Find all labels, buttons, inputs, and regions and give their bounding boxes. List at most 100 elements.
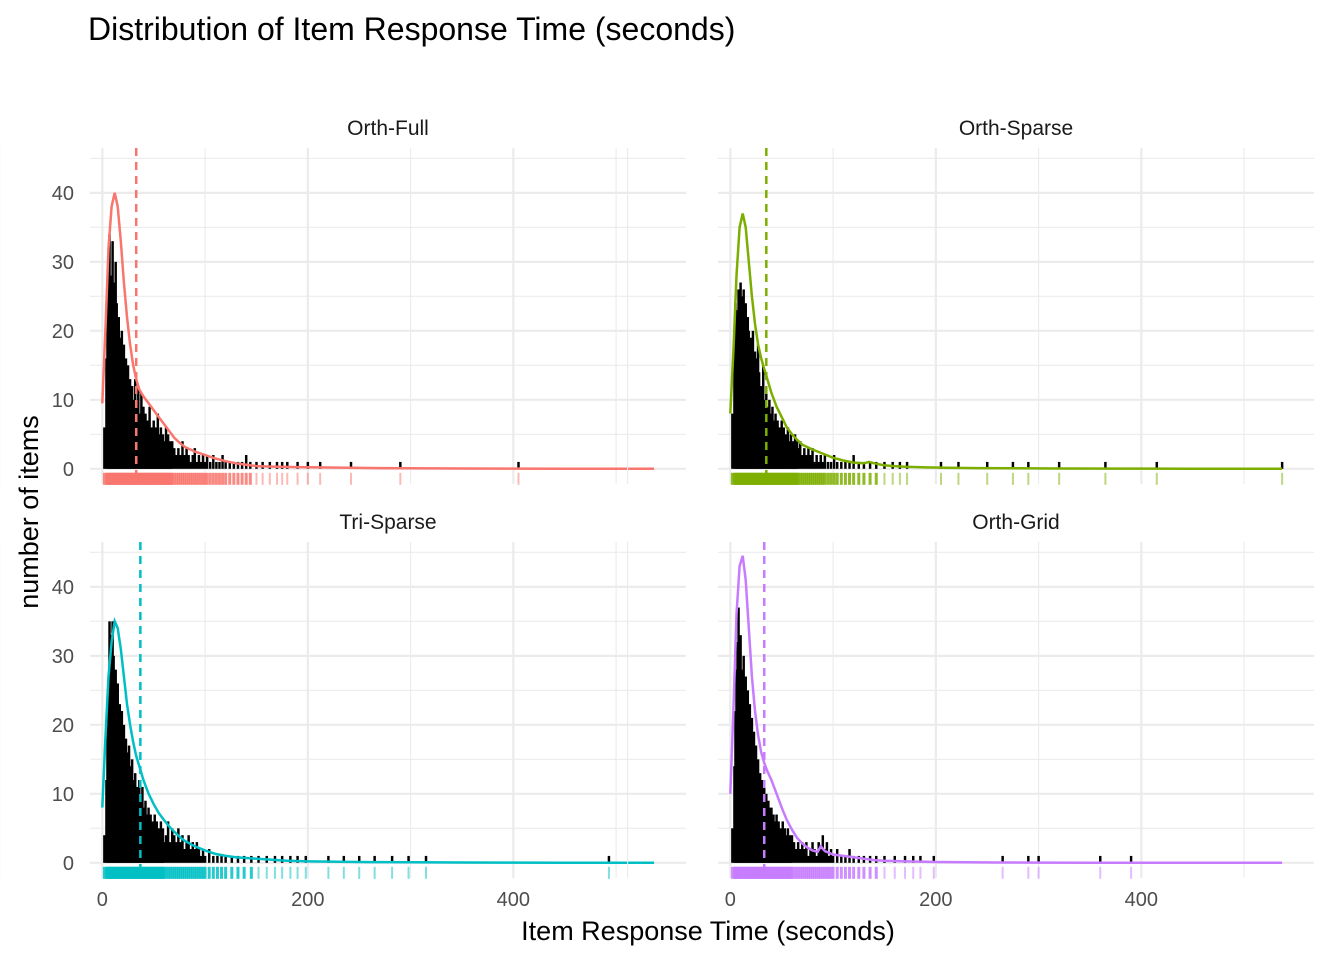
histogram-bar (185, 842, 188, 863)
x-tick-label: 0 (725, 889, 736, 911)
histogram-bar (286, 461, 289, 469)
histogram-bar (883, 855, 886, 863)
histogram-bar (390, 855, 394, 863)
histogram-bar (189, 849, 192, 863)
histogram-bar (193, 448, 197, 469)
histogram-bar (175, 455, 178, 469)
histogram-bar (817, 461, 820, 469)
histogram-bar (1155, 461, 1159, 469)
histogram-bar (357, 855, 361, 863)
histogram-bar (801, 455, 804, 469)
histogram-bar (407, 855, 410, 863)
histogram-bar (798, 849, 802, 863)
histogram-bar (1057, 461, 1061, 469)
histogram-bar (201, 849, 205, 863)
histogram-bar (289, 855, 292, 863)
histogram-bar (819, 455, 822, 469)
histogram-bar (187, 835, 190, 863)
histogram-bar (327, 855, 330, 863)
histogram-bar (373, 855, 376, 863)
histogram-bar (731, 828, 734, 863)
histogram-bar (1099, 855, 1102, 863)
histogram-bar (199, 855, 203, 863)
histogram-bar (349, 461, 353, 469)
histogram-bar (844, 855, 847, 863)
histogram-bar (181, 835, 184, 863)
histogram-bar (807, 448, 810, 469)
histogram-bar (798, 441, 802, 469)
histogram-bar (1027, 461, 1030, 469)
histogram-bar (195, 842, 199, 863)
histogram-bar (1037, 855, 1040, 863)
histogram-bar (212, 455, 215, 469)
histogram-bar (803, 448, 806, 469)
histogram-bar (840, 855, 843, 863)
histogram-bar (827, 855, 831, 863)
histogram-bar (912, 855, 915, 863)
histogram-bar (932, 855, 936, 863)
histogram-bar (177, 828, 180, 863)
histogram-bar (181, 441, 184, 469)
histogram-bar (318, 461, 322, 469)
facet-panel-orth-full: Orth-Full 0 10 20 30 40 (0, 117, 686, 485)
x-tick-label: 200 (919, 889, 952, 911)
histogram-bar (796, 448, 800, 469)
histogram-bar (829, 461, 833, 469)
y-tick-label: 20 (52, 321, 74, 343)
histogram-bar (823, 455, 827, 469)
histogram-bar (208, 461, 212, 469)
histogram-bar (342, 855, 346, 863)
histogram-bar (296, 461, 299, 469)
y-tick-label: 0 (63, 853, 74, 875)
facet-strip-label: Orth-Grid (972, 511, 1060, 534)
histogram-bar (170, 828, 174, 863)
histogram-bar (242, 855, 246, 863)
histogram-bar (826, 461, 830, 469)
histogram-bar (807, 855, 810, 863)
histogram-bar (840, 461, 843, 469)
histogram-bar (191, 842, 194, 863)
histogram-bar (230, 855, 234, 863)
histogram-bar (203, 461, 207, 469)
histogram-bar (228, 461, 231, 469)
histogram-bar (201, 455, 205, 469)
y-tick-label: 40 (52, 183, 74, 205)
histogram-bar (236, 461, 240, 469)
histogram-bar (939, 461, 943, 469)
histogram-bar (857, 461, 861, 469)
histogram-bar (815, 855, 818, 863)
histogram-bar (197, 455, 201, 469)
histogram-bar (232, 461, 236, 469)
histogram-bar (189, 461, 192, 469)
histogram-bar (195, 461, 199, 469)
y-tick-label: 40 (52, 577, 74, 599)
histogram-bar (177, 448, 180, 469)
histogram-bar (793, 434, 797, 469)
histogram-bar (803, 849, 806, 863)
histogram-bar (829, 849, 833, 863)
histogram-bar (862, 461, 866, 469)
histogram-bar (221, 455, 224, 469)
histogram-bar (199, 461, 203, 469)
histogram-bar (203, 855, 207, 863)
histogram-bar (306, 461, 310, 469)
histogram-bar (957, 461, 960, 469)
histogram-bar (809, 455, 812, 469)
histogram-bar (220, 855, 223, 863)
histogram-bar (607, 855, 611, 863)
histogram-bar (831, 855, 835, 863)
facet-panels: Orth-Full 0 10 20 30 40 Orth-Sparse Tri-Sparse 0… (0, 117, 1314, 911)
histogram-bar (832, 455, 836, 469)
histogram-bar (815, 455, 818, 469)
histogram-bar (183, 455, 186, 469)
histogram-bar (205, 455, 209, 469)
histogram-bar (175, 842, 178, 863)
histogram-bar (103, 427, 106, 469)
histogram-bar (170, 441, 174, 469)
histogram-bar (731, 413, 734, 469)
y-tick-label: 10 (52, 390, 74, 412)
histogram-bar (1027, 855, 1030, 863)
histogram-bar (173, 448, 176, 469)
histogram-bar (103, 835, 106, 863)
